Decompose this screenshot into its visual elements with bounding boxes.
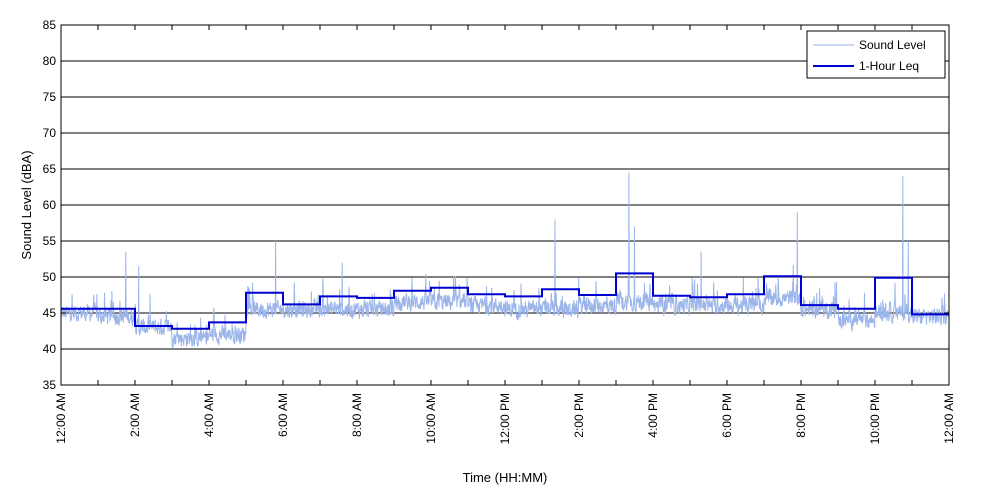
legend: Sound Level 1-Hour Leq bbox=[806, 30, 946, 79]
x-tick-label: 10:00 PM bbox=[868, 393, 882, 444]
x-axis-ticks: 12:00 AM 2:00 AM 4:00 AM 6:00 AM 8:00 AM 10:0… bbox=[54, 25, 956, 444]
sound-level-series bbox=[60, 172, 950, 349]
x-tick-label: 6:00 AM bbox=[276, 393, 290, 437]
x-tick-label: 4:00 PM bbox=[646, 393, 660, 438]
y-tick-label: 35 bbox=[43, 378, 57, 392]
sound-level-line bbox=[60, 172, 950, 349]
x-axis-title: Time (HH:MM) bbox=[463, 470, 548, 485]
x-tick-label: 2:00 PM bbox=[572, 393, 586, 438]
y-tick-label: 45 bbox=[43, 306, 57, 320]
x-tick-label: 8:00 AM bbox=[350, 393, 364, 437]
x-tick-label: 4:00 AM bbox=[202, 393, 216, 437]
y-tick-label: 75 bbox=[43, 90, 57, 104]
x-tick-label: 12:00 AM bbox=[54, 393, 68, 444]
legend-box bbox=[806, 30, 946, 79]
leq-line bbox=[61, 272, 949, 330]
y-axis-title: Sound Level (dBA) bbox=[19, 150, 34, 259]
y-tick-label: 60 bbox=[43, 198, 57, 212]
x-tick-label: 12:00 AM bbox=[942, 393, 956, 444]
x-tick-label: 6:00 PM bbox=[720, 393, 734, 438]
y-tick-label: 80 bbox=[43, 54, 57, 68]
legend-sound-label: Sound Level bbox=[859, 38, 926, 52]
y-tick-label: 40 bbox=[43, 342, 57, 356]
leq-series bbox=[61, 272, 949, 330]
x-tick-label: 12:00 PM bbox=[498, 393, 512, 444]
y-axis-ticks: 35 40 45 50 55 60 65 70 75 80 85 bbox=[43, 18, 949, 392]
x-tick-label: 10:00 AM bbox=[424, 393, 438, 444]
y-tick-label: 65 bbox=[43, 162, 57, 176]
x-tick-label: 8:00 PM bbox=[794, 393, 808, 438]
y-tick-label: 55 bbox=[43, 234, 57, 248]
legend-leq-label: 1-Hour Leq bbox=[859, 59, 919, 73]
x-tick-label: 2:00 AM bbox=[128, 393, 142, 437]
y-tick-label: 50 bbox=[43, 270, 57, 284]
y-tick-label: 70 bbox=[43, 126, 57, 140]
y-tick-label: 85 bbox=[43, 18, 57, 32]
